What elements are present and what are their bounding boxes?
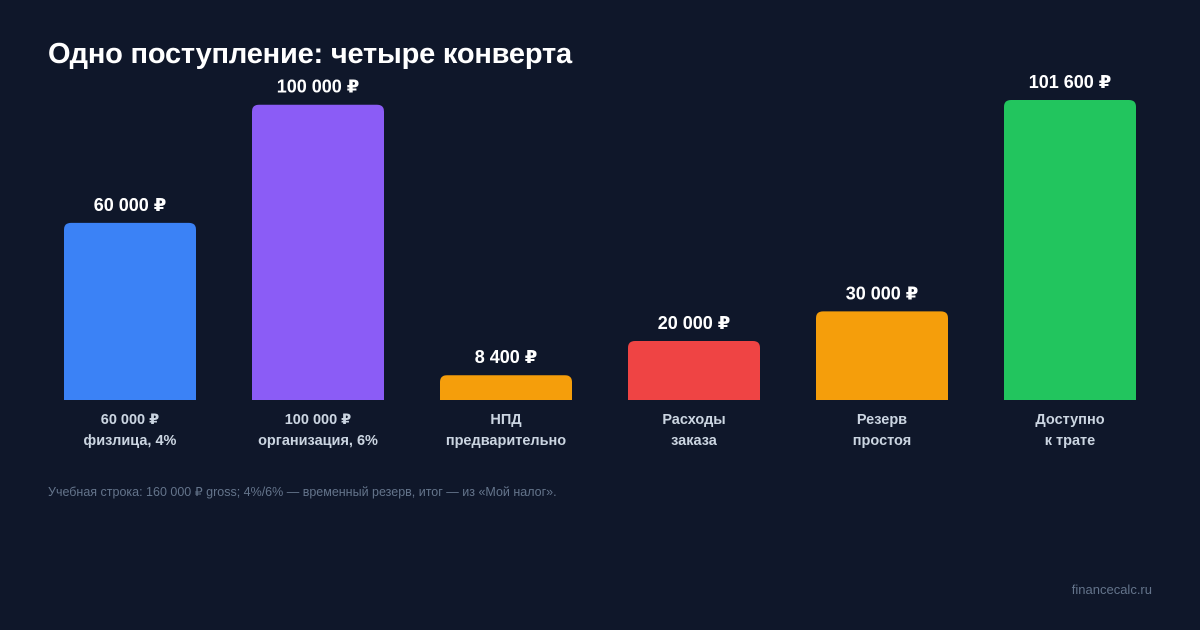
bar <box>64 222 196 400</box>
brand-watermark: financecalc.ru <box>1071 582 1152 597</box>
category-label: предварительно <box>446 433 566 449</box>
category-label: простоя <box>853 433 911 449</box>
category-label: Резерв <box>857 412 907 428</box>
bar-value-label: 101 600 ₽ <box>1029 72 1112 92</box>
bar-value-label: 100 000 ₽ <box>277 77 360 97</box>
bars-layer: 60 000 ₽60 000 ₽физлица, 4%100 000 ₽100 … <box>64 72 1136 449</box>
bar-group: 20 000 ₽ Расходы заказа <box>628 313 760 449</box>
bar <box>816 311 948 400</box>
bar <box>628 340 760 400</box>
chart-title: Одно поступление: четыре конверта <box>48 38 572 70</box>
bar-group: 60 000 ₽ 60 000 ₽ физлица, 4% <box>64 195 196 449</box>
category-label: заказа <box>671 433 718 449</box>
bar-value-label: 60 000 ₽ <box>94 195 167 215</box>
category-label: физлица, 4% <box>84 433 177 449</box>
bar-group: 101 600 ₽ Доступно к трате <box>1004 72 1136 449</box>
bar <box>1004 100 1136 400</box>
category-label: 100 000 ₽ <box>285 412 352 428</box>
bar-value-label: 8 400 ₽ <box>475 347 538 367</box>
category-label: организация, 6% <box>258 433 378 449</box>
category-label: Доступно <box>1035 412 1104 428</box>
footnote: Учебная строка: 160 000 ₽ gross; 4%/6% —… <box>48 485 557 499</box>
category-label: Расходы <box>662 412 725 428</box>
bar <box>440 375 572 400</box>
category-label: к трате <box>1045 433 1095 449</box>
bar-value-label: 30 000 ₽ <box>846 283 919 303</box>
bar-group: 30 000 ₽ Резерв простоя <box>816 283 948 449</box>
category-label: НПД <box>490 412 522 428</box>
bar-group: 8 400 ₽ НПД предварительно <box>440 347 572 449</box>
bar-value-label: 20 000 ₽ <box>658 313 731 333</box>
bar-group: 100 000 ₽ 100 000 ₽ организация, 6% <box>252 77 384 449</box>
bar <box>252 104 384 400</box>
category-label: 60 000 ₽ <box>101 412 159 428</box>
